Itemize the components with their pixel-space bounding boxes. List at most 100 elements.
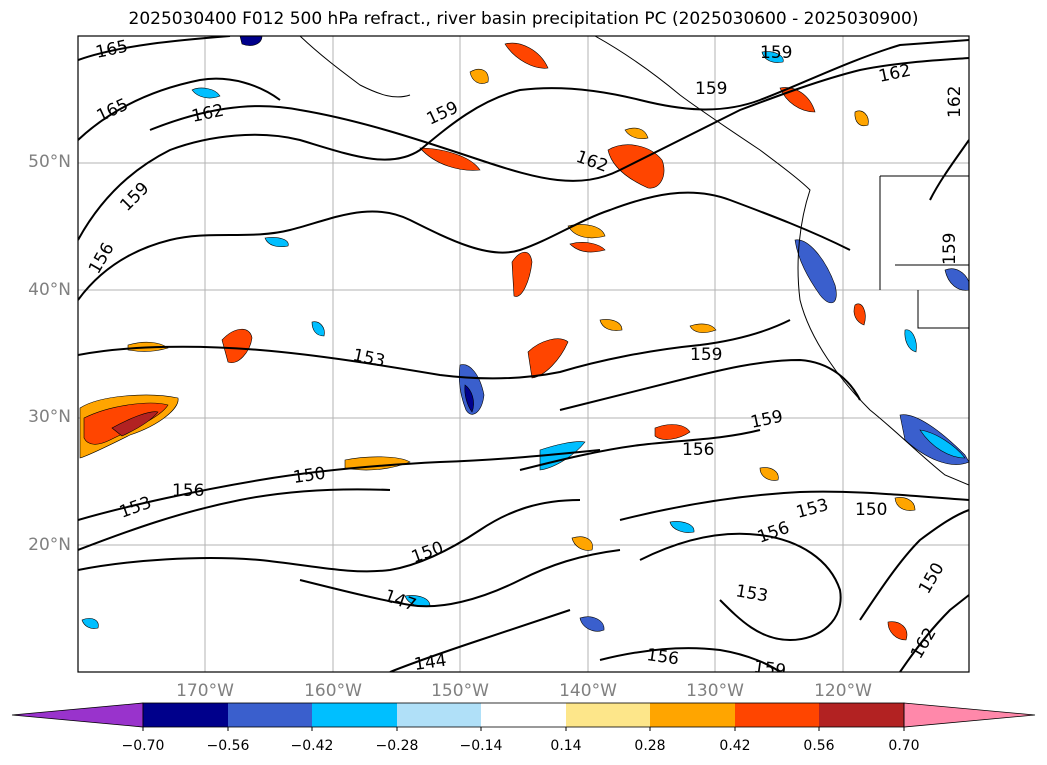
gridlines: [78, 36, 969, 672]
contour-label: 162: [190, 101, 226, 127]
contour-label: 153: [351, 345, 387, 371]
precip-blob-negative: [464, 384, 474, 413]
contour-156d: [599, 647, 781, 672]
colorbar-segment: [143, 703, 228, 727]
contour-label: 153: [794, 495, 831, 523]
contour-label: 153: [117, 493, 154, 523]
precip-blob-negative: [239, 36, 263, 46]
precip-blob-negative: [81, 618, 99, 629]
contour-147: [299, 549, 621, 608]
colorbar: [11, 702, 1036, 731]
colorbar-segment: [819, 703, 904, 727]
contour-label: 147: [381, 586, 418, 616]
lat-label-40n: 40°N: [28, 280, 71, 300]
precip-blob-positive: [759, 467, 779, 481]
lon-label-150w: 150°W: [431, 681, 489, 701]
precip-blob-negative: [794, 239, 837, 304]
contour-label: 150: [855, 500, 887, 520]
lat-label-50n: 50°N: [28, 152, 71, 172]
colorbar-tick-label: −0.28: [375, 738, 419, 754]
map-title: 2025030400 F012 500 hPa refract., river …: [128, 9, 919, 29]
precip-blob-negative: [761, 51, 784, 63]
lat-label-30n: 30°N: [28, 407, 71, 427]
contour-label: 150: [915, 559, 949, 597]
precip-blob-positive: [887, 621, 908, 641]
precip-blob-positive: [779, 87, 816, 113]
colorbar-tick-label: −0.14: [459, 738, 503, 754]
contour-162: [149, 57, 969, 182]
contour-150: [78, 449, 601, 521]
contour-159b: [559, 358, 861, 411]
colorbar-tick-label: −0.42: [290, 738, 334, 754]
contour-150c: [859, 509, 969, 621]
precip-blob-positive: [571, 536, 593, 551]
colorbar-tick-label: −0.56: [206, 738, 250, 754]
contour-label: 159: [940, 233, 960, 265]
precip-blob-negative: [944, 268, 969, 291]
contour-label: 159: [760, 43, 792, 63]
contour-153b: [78, 488, 391, 551]
colorbar-tick-label: 0.56: [803, 738, 835, 754]
coastlines: [299, 36, 969, 486]
contour-156b: [519, 429, 761, 471]
colorbar-segment: [481, 703, 566, 727]
contour-label: 156: [755, 518, 792, 548]
lon-label-120w: 120°W: [814, 681, 872, 701]
contour-label: 159: [695, 79, 727, 99]
lon-label-170w: 170°W: [176, 681, 234, 701]
contour-label: 156: [645, 645, 680, 669]
precip-blob-negative: [669, 521, 695, 533]
contour-label: 150: [292, 464, 327, 488]
contour-label: 159: [749, 407, 785, 433]
contour-label: 159: [690, 345, 722, 365]
precip-blob-positive: [504, 42, 549, 69]
precip-blob-positive: [599, 319, 623, 331]
contour-150b: [78, 499, 581, 573]
contour-label: 156: [172, 481, 204, 501]
contour-label: 162: [573, 147, 610, 177]
map-area: 165 165 162 159 159 162 159 162 162 159 …: [78, 36, 969, 675]
contour-label: 144: [413, 651, 448, 675]
lon-label-140w: 140°W: [559, 681, 617, 701]
colorbar-extend-low: [11, 702, 144, 728]
contour-159: [78, 39, 969, 241]
contour-153c: [639, 532, 842, 642]
precip-blob-negative: [579, 616, 605, 632]
contour-label: 165: [94, 95, 132, 127]
map-frame: [77, 35, 970, 673]
precip-blob-positive: [894, 497, 916, 511]
contour-156: [78, 191, 851, 301]
precip-blob-positive: [854, 110, 869, 127]
precip-blob-negative: [264, 237, 289, 248]
colorbar-segment: [566, 703, 650, 727]
precip-blob-positive: [221, 328, 253, 363]
contour-label: 159: [424, 98, 462, 130]
precip-blob-positive: [419, 147, 481, 171]
contour-label: 165: [94, 37, 130, 63]
contour-label: 150: [409, 538, 446, 568]
contour-labels: 165 165 162 159 159 162 159 162 162 159 …: [85, 37, 965, 675]
contour-144: [389, 609, 571, 672]
colorbar-outline: [142, 702, 905, 728]
contour-label: 162: [907, 624, 941, 662]
colorbar-tick-label: −0.70: [121, 738, 165, 754]
contour-162b: [899, 594, 969, 672]
contour-label: 162: [945, 86, 965, 118]
precip-blob-negative: [919, 429, 966, 459]
colorbar-tick-label: 0.28: [634, 738, 666, 754]
contour-label: 156: [85, 239, 119, 277]
colorbar-segment: [397, 703, 481, 727]
contour-165: [78, 36, 231, 61]
contour-162c: [929, 139, 969, 201]
precip-blob-positive: [624, 127, 649, 140]
colorbar-tick-label: 0.42: [719, 738, 751, 754]
precip-blob-positive: [567, 224, 606, 239]
precip-blob-positive: [654, 424, 691, 440]
contour-lines: [78, 36, 969, 672]
colorbar-tick-label: 0.70: [888, 738, 920, 754]
lon-label-160w: 160°W: [304, 681, 362, 701]
contour-label: 156: [682, 440, 714, 460]
contour-165b: [78, 77, 281, 141]
precip-blob-negative: [191, 87, 221, 99]
